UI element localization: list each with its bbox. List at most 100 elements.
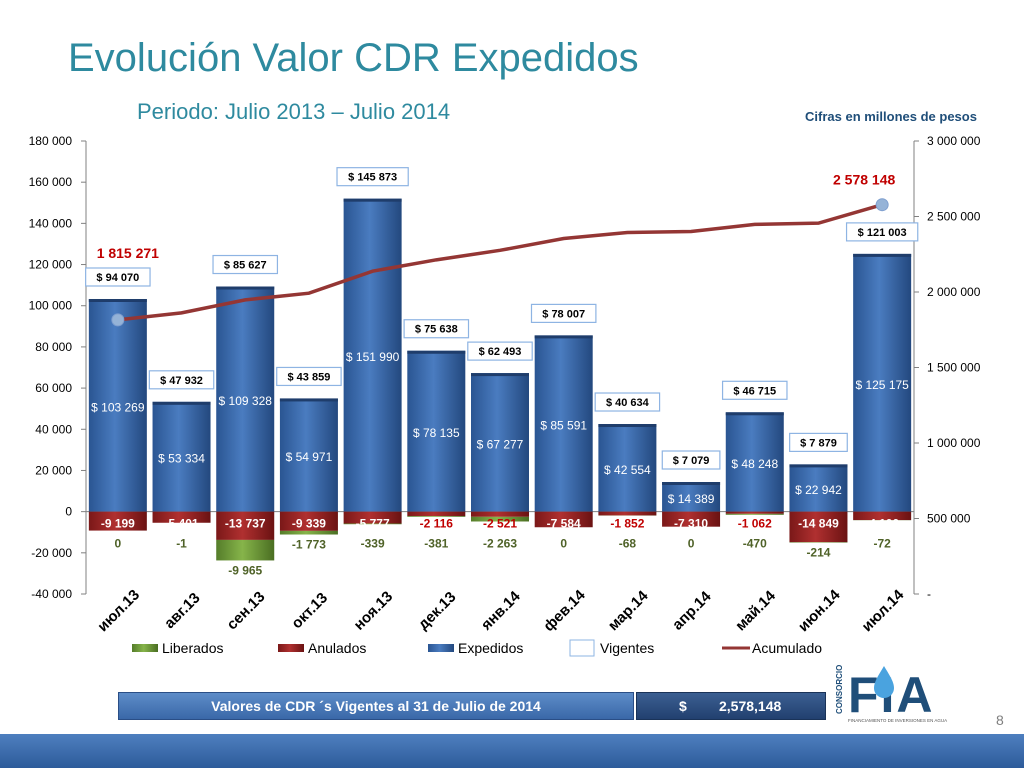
legend-liberados-label: Liberados (162, 640, 224, 656)
expedidos-bar-cap (598, 424, 657, 428)
expedidos-bar (853, 253, 912, 512)
y-left-tick-label: 60 000 (35, 381, 72, 395)
water-drop-icon (874, 666, 894, 698)
vigentes-label: $ 40 634 (606, 397, 650, 409)
vigentes-label-box (467, 341, 533, 361)
x-tick-label: окт.13 (288, 589, 331, 632)
anulados-label: -5 401 (165, 517, 199, 531)
acumulado-marker (875, 198, 889, 212)
expedidos-bar (471, 373, 529, 512)
expedidos-label: $ 103 269 (91, 400, 145, 414)
expedidos-label: $ 109 328 (219, 394, 273, 408)
y-left-tick-label: 160 000 (29, 175, 73, 189)
liberados-label: 0 (688, 537, 695, 551)
expedidos-bar-cap (725, 412, 784, 416)
liberados-bar (343, 523, 402, 525)
liberados-label: -381 (424, 537, 448, 551)
x-tick-label: янв.14 (478, 587, 524, 633)
legend-expedidos-swatch (428, 644, 454, 652)
legend-liberados-swatch (132, 644, 158, 652)
liberados-label: 0 (560, 537, 567, 551)
liberados-bar (471, 516, 529, 522)
y-left-tick-label: 40 000 (35, 422, 72, 436)
expedidos-label: $ 78 135 (413, 426, 460, 440)
y-right-tick-label: 1 500 000 (927, 361, 981, 375)
vigentes-label-box (276, 366, 342, 387)
vigentes-label-box (661, 450, 721, 470)
liberados-label: -214 (806, 546, 830, 560)
x-tick-label: июн.14 (795, 586, 844, 635)
anulados-label: -7 584 (547, 517, 581, 531)
expedidos-bar (216, 286, 275, 512)
liberados-label: -339 (361, 537, 385, 551)
expedidos-label: $ 67 277 (477, 437, 524, 451)
summary-bar: Valores de CDR ´s Vigentes al 31 de Juli… (118, 692, 828, 720)
vigentes-label: $ 43 859 (288, 371, 331, 383)
anulados-bar (279, 511, 338, 531)
anulados-bar (853, 511, 912, 521)
expedidos-label: $ 151 990 (346, 350, 400, 364)
expedidos-bar (343, 198, 402, 512)
vigentes-label-box (85, 267, 151, 287)
expedidos-bar (88, 298, 147, 512)
y-left-tick-label: 80 000 (35, 340, 72, 354)
acumulado-annotation: 1 815 271 (97, 245, 159, 261)
y-left-tick-label: 0 (65, 505, 72, 519)
page-title: Evolución Valor CDR Expedidos (68, 36, 639, 80)
vigentes-label-box (148, 370, 215, 390)
liberados-label: -68 (619, 537, 637, 551)
expedidos-bar (789, 464, 848, 512)
vigentes-label: $ 85 627 (224, 260, 267, 272)
liberados-bar (407, 515, 466, 517)
logo-tagline: FINANCIAMIENTO DE INVERSIONES EN AGUA (848, 718, 947, 723)
liberados-bar (216, 539, 275, 561)
acumulado-annotation: 2 578 148 (833, 172, 895, 188)
summary-value-box: $ 2,578,148 (636, 692, 826, 720)
anulados-label: -5 777 (356, 517, 390, 531)
legend-acumulado-label: Acumulado (752, 640, 822, 656)
expedidos-bar-cap (279, 398, 338, 402)
expedidos-bar (725, 412, 784, 512)
liberados-bar (279, 530, 338, 535)
x-tick-label: мар.14 (605, 587, 652, 634)
y-left-tick-label: 140 000 (29, 216, 73, 230)
vigentes-label: $ 78 007 (542, 308, 585, 320)
y-right-tick-label: - (927, 587, 931, 601)
anulados-label: -4 100 (865, 517, 899, 531)
x-tick-label: дек.13 (415, 588, 460, 633)
summary-currency: $ (679, 698, 687, 714)
vigentes-label-box (212, 254, 279, 275)
anulados-bar (407, 511, 466, 516)
x-tick-label: авг.13 (161, 590, 204, 633)
expedidos-label: $ 125 175 (855, 378, 909, 392)
legend-anulados-swatch (278, 644, 304, 652)
page-subtitle: Periodo: Julio 2013 – Julio 2014 (137, 99, 451, 124)
legend-anulados-label: Anulados (308, 640, 366, 656)
anulados-bar (789, 511, 848, 543)
logo-vertical-text: CONSORCIO (835, 665, 844, 714)
anulados-bar (534, 511, 593, 528)
anulados-label: -1 852 (610, 517, 644, 531)
y-right-tick-label: 3 000 000 (927, 134, 981, 148)
acumulado-marker (111, 313, 125, 327)
vigentes-label: $ 94 070 (96, 272, 139, 284)
y-left-tick-label: -20 000 (31, 546, 72, 560)
expedidos-bar-cap (789, 464, 848, 468)
expedidos-label: $ 85 591 (540, 419, 587, 433)
expedidos-label: $ 54 971 (286, 450, 333, 464)
liberados-label: -1 (176, 537, 187, 551)
vigentes-label: $ 62 493 (479, 346, 522, 358)
y-left-tick-label: 180 000 (29, 134, 73, 148)
y-left-tick-label: 120 000 (29, 258, 73, 272)
anulados-bar (598, 511, 657, 516)
x-tick-label: ноя.13 (351, 588, 397, 634)
expedidos-bar-cap (216, 286, 275, 290)
expedidos-label: $ 22 942 (795, 483, 842, 497)
liberados-label: 0 (115, 537, 122, 551)
anulados-bar (152, 511, 211, 523)
cdr-chart: -40 000 -20 000 0 20 000 40 000 60 000 80 000 1… (29, 134, 981, 657)
expedidos-label: $ 53 334 (158, 452, 205, 466)
anulados-bar (725, 511, 784, 514)
expedidos-label: $ 48 248 (731, 457, 778, 471)
y-left-tick-label: 20 000 (35, 463, 72, 477)
